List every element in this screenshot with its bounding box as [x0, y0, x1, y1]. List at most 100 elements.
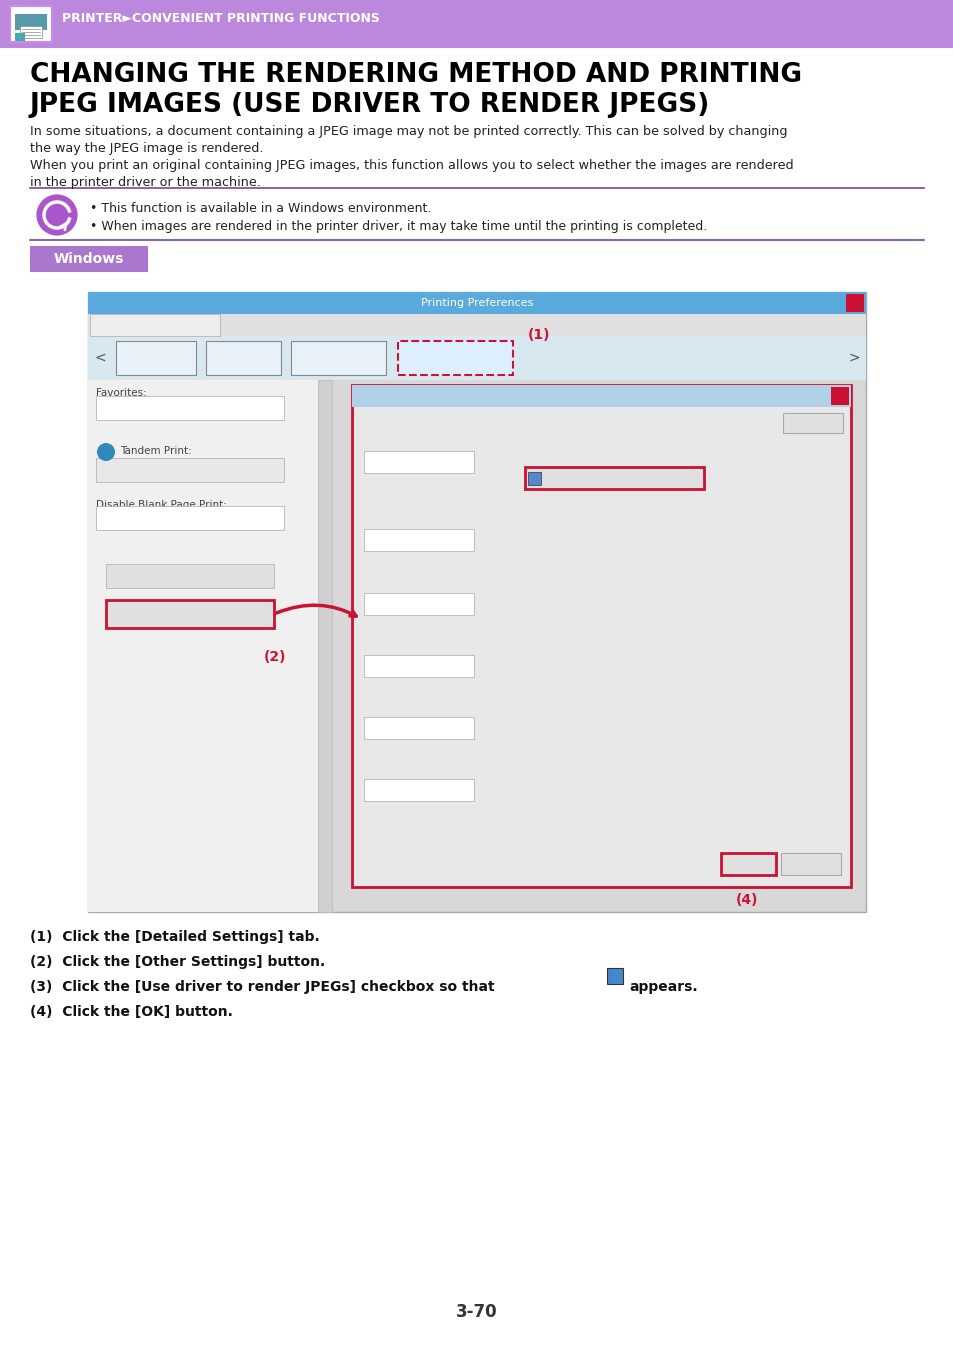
Text: (4): (4) — [735, 892, 758, 907]
FancyBboxPatch shape — [364, 717, 474, 738]
Text: Cancel: Cancel — [791, 859, 829, 869]
Text: Use driver to render JPEGs: Use driver to render JPEGs — [544, 472, 673, 483]
Text: x: x — [851, 298, 857, 308]
FancyBboxPatch shape — [845, 294, 863, 312]
Text: Expand: Expand — [711, 446, 747, 455]
Text: JPEG IMAGES (USE DRIVER TO RENDER JPEGS): JPEG IMAGES (USE DRIVER TO RENDER JPEGS) — [30, 92, 709, 117]
FancyBboxPatch shape — [15, 32, 25, 40]
Text: Printing Preferences: Printing Preferences — [420, 298, 533, 308]
Text: v: v — [459, 599, 465, 609]
Text: Duplex Style:: Duplex Style: — [364, 775, 429, 784]
FancyBboxPatch shape — [106, 599, 274, 628]
Text: v: v — [459, 458, 465, 467]
Text: (3)  Click the [Use driver to render JPEGs] checkbox so that: (3) Click the [Use driver to render JPEG… — [30, 980, 494, 994]
Text: • This function is available in a Windows environment.: • This function is available in a Window… — [90, 202, 431, 215]
FancyBboxPatch shape — [720, 853, 775, 875]
FancyBboxPatch shape — [0, 0, 953, 49]
Text: Shade Pattern:: Shade Pattern: — [364, 525, 436, 535]
Text: ✓: ✓ — [529, 474, 537, 485]
Text: the way the JPEG image is rendered.: the way the JPEG image is rendered. — [30, 142, 263, 155]
Text: v: v — [459, 535, 465, 545]
Text: Off: Off — [102, 464, 117, 475]
Circle shape — [97, 443, 115, 460]
FancyBboxPatch shape — [96, 396, 284, 420]
Text: v: v — [267, 464, 273, 475]
FancyBboxPatch shape — [781, 853, 841, 875]
Text: Favorites:: Favorites: — [96, 387, 147, 398]
Text: 600 dpi: 600 dpi — [370, 458, 406, 467]
FancyBboxPatch shape — [96, 506, 284, 531]
FancyBboxPatch shape — [88, 315, 865, 336]
Text: ?: ? — [818, 392, 823, 401]
Text: Defaults: Defaults — [792, 418, 833, 428]
FancyBboxPatch shape — [364, 593, 474, 616]
Text: (4)  Click the [OK] button.: (4) Click the [OK] button. — [30, 1004, 233, 1019]
FancyBboxPatch shape — [352, 385, 850, 887]
Text: RAW: RAW — [370, 599, 392, 609]
Text: Printing Preferences: Printing Preferences — [110, 320, 200, 329]
FancyBboxPatch shape — [606, 968, 622, 984]
Text: CHANGING THE RENDERING METHOD AND PRINTING: CHANGING THE RENDERING METHOD AND PRINTI… — [30, 62, 801, 88]
Text: Windows: Windows — [53, 252, 124, 266]
Text: i: i — [104, 447, 108, 458]
Text: Other Settings...: Other Settings... — [138, 609, 242, 620]
Text: (3): (3) — [709, 471, 731, 485]
Text: Stamp: Stamp — [228, 352, 259, 363]
Text: Untitled: Untitled — [102, 404, 143, 413]
Text: PRINTER►CONVENIENT PRINTING FUNCTIONS: PRINTER►CONVENIENT PRINTING FUNCTIONS — [62, 12, 379, 24]
Text: Spool Data Format:: Spool Data Format: — [364, 589, 457, 599]
Text: OK: OK — [740, 859, 757, 869]
FancyBboxPatch shape — [291, 342, 386, 375]
FancyBboxPatch shape — [317, 379, 332, 913]
Text: Standard: Standard — [370, 535, 414, 545]
Text: □ Graphics: □ Graphics — [711, 487, 766, 497]
Text: ✓: ✓ — [610, 971, 619, 981]
Text: Standard: Standard — [370, 662, 414, 671]
Text: v: v — [267, 513, 273, 522]
Text: When you print an original containing JPEG images, this function allows you to s: When you print an original containing JP… — [30, 159, 793, 171]
Text: (1)  Click the [Detailed Settings] tab.: (1) Click the [Detailed Settings] tab. — [30, 930, 319, 944]
Text: appears.: appears. — [628, 980, 697, 994]
Text: Disable Blank Page Print:: Disable Blank Page Print: — [96, 500, 227, 510]
FancyBboxPatch shape — [96, 458, 284, 482]
Text: Tandem Print:: Tandem Print: — [120, 446, 192, 456]
Text: Style 3: Style 3 — [370, 784, 403, 795]
FancyBboxPatch shape — [116, 342, 195, 375]
Text: (2)  Click the [Other Settings] button.: (2) Click the [Other Settings] button. — [30, 954, 325, 969]
Text: RGB: RGB — [370, 724, 391, 733]
FancyBboxPatch shape — [88, 336, 865, 379]
FancyBboxPatch shape — [106, 564, 274, 589]
FancyBboxPatch shape — [352, 385, 850, 406]
Text: >: > — [847, 351, 859, 364]
Text: Input Resolution:: Input Resolution: — [364, 446, 447, 455]
Text: □ Text: □ Text — [711, 467, 742, 477]
FancyBboxPatch shape — [830, 387, 848, 405]
Text: <: < — [94, 351, 106, 364]
Text: □ Thicken Fine Lines: □ Thicken Fine Lines — [691, 535, 792, 545]
Text: (2): (2) — [264, 649, 286, 664]
Circle shape — [35, 193, 79, 238]
FancyBboxPatch shape — [364, 451, 474, 472]
Text: in the printer driver or the machine.: in the printer driver or the machine. — [30, 176, 260, 189]
FancyBboxPatch shape — [88, 292, 865, 913]
FancyBboxPatch shape — [15, 14, 47, 30]
FancyBboxPatch shape — [88, 379, 317, 913]
Text: Inserts: Inserts — [139, 352, 172, 363]
FancyBboxPatch shape — [524, 467, 703, 489]
Text: □ Photo: □ Photo — [711, 508, 751, 517]
FancyBboxPatch shape — [527, 472, 540, 485]
Text: Detailed Settings: Detailed Settings — [413, 352, 497, 363]
Text: Printable Area:: Printable Area: — [364, 651, 436, 661]
FancyBboxPatch shape — [10, 5, 52, 42]
FancyBboxPatch shape — [88, 292, 865, 315]
FancyBboxPatch shape — [364, 655, 474, 676]
Text: v: v — [459, 724, 465, 733]
FancyBboxPatch shape — [364, 529, 474, 551]
Text: □ Fine Text: □ Fine Text — [691, 599, 745, 609]
Text: Rip Style:: Rip Style: — [364, 713, 411, 724]
FancyBboxPatch shape — [364, 779, 474, 801]
FancyBboxPatch shape — [397, 342, 513, 375]
Text: • When images are rendered in the printer driver, it may take time until the pri: • When images are rendered in the printe… — [90, 220, 706, 234]
FancyBboxPatch shape — [782, 413, 842, 433]
Text: In some situations, a document containing a JPEG image may not be printed correc: In some situations, a document containin… — [30, 126, 786, 138]
